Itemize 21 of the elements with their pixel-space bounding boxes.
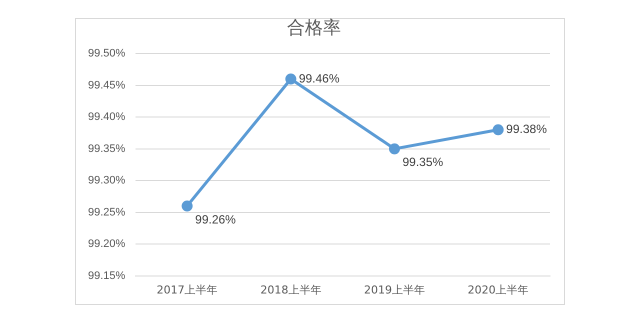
point [285,73,296,84]
x-tick-label: 2019上半年 [364,283,425,296]
chart-title: 合格率 [287,17,341,38]
x-tick-label: 2017上半年 [156,283,218,296]
y-tick-label: 99.45% [88,79,126,92]
data-label: 99.38% [506,122,548,136]
point [182,200,193,212]
point [492,124,504,136]
x-tick-label: 2018上半年 [260,283,322,296]
y-tick-label: 99.30% [88,174,126,187]
x-tick-label: 2020上半年 [468,283,529,296]
data-label: 99.46% [298,71,340,86]
y-tick-label: 99.15% [88,270,126,282]
y-tick-label: 99.20% [88,238,126,250]
y-tick-label: 99.50% [88,48,126,60]
point [388,143,400,154]
y-tick-label: 99.35% [88,142,126,155]
data-label: 99.26% [195,212,236,226]
data-label: 99.35% [402,155,444,170]
y-tick-label: 99.40% [88,111,126,124]
y-tick-label: 99.25% [88,206,126,218]
